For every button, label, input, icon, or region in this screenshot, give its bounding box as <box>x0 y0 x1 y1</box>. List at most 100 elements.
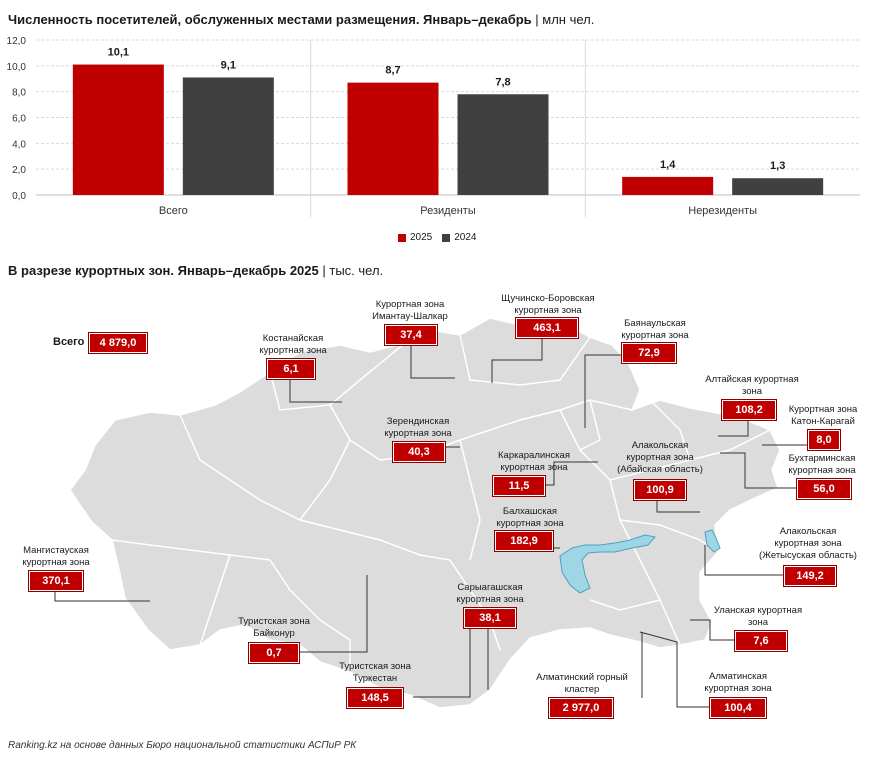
zone-kostanay-value: 6,1 <box>266 358 316 380</box>
zone-zerenda-name: Зерендинская курортная зона <box>384 416 452 439</box>
zone-alakol-abai-label: Алакольская курортная зона (Абайская обл… <box>602 440 718 476</box>
chart-title-unit: | млн чел. <box>535 12 595 27</box>
zone-altai-label: Алтайская курортная зона <box>692 374 812 398</box>
map-title-unit: | тыс. чел. <box>322 263 384 278</box>
bar-2024-2 <box>732 178 824 195</box>
y-tick-label: 2,0 <box>12 165 26 176</box>
zone-karkaraly-name: Каркаралинская курортная зона <box>498 450 570 473</box>
bar-2024-1 <box>457 94 549 195</box>
y-tick-label: 12,0 <box>7 36 27 47</box>
zone-imantau-label: Курортная зона Имантау-Шалкар <box>360 299 460 323</box>
chart-legend: 2025 2024 <box>398 232 477 243</box>
zone-bukhtarma-name: Бухтарминская курортная зона <box>788 453 856 476</box>
y-tick-label: 8,0 <box>12 88 26 99</box>
bar-2025-2 <box>622 176 714 195</box>
zone-zerenda-label: Зерендинская курортная зона <box>368 416 468 440</box>
zone-almaty-label: Алматинская курортная зона <box>690 671 786 695</box>
data-label: 9,1 <box>221 59 236 71</box>
x-tick-label: Всего <box>159 205 188 217</box>
zone-baikonur-name: Туристская зона Байконур <box>238 616 310 639</box>
zone-ulan-value: 7,6 <box>734 630 788 652</box>
zone-baikonur-label: Туристская зона Байконур <box>224 616 324 640</box>
zone-kostanay-name: Костанайская курортная зона <box>259 333 327 356</box>
bar-2025-1 <box>347 82 439 195</box>
data-label: 1,4 <box>660 159 676 171</box>
legend-item-2024: 2024 <box>442 232 477 243</box>
zone-katon-name: Курортная зона Катон-Карагай <box>788 404 858 427</box>
map-title: В разрезе курортных зон. Январь–декабрь … <box>8 263 383 278</box>
legend-label-2025: 2025 <box>410 232 433 243</box>
data-label: 10,1 <box>108 47 129 59</box>
zone-karkaraly-label: Каркаралинская курортная зона <box>476 450 592 474</box>
zone-zerenda-value: 40,3 <box>392 441 446 463</box>
zone-saryagash-value: 38,1 <box>463 607 517 629</box>
zone-bukhtarma-label: Бухтарминская курортная зона <box>775 453 869 477</box>
zone-ulan-label: Уланская курортная зона <box>700 605 816 629</box>
zone-almaty-mount-name: Алматинский горный кластер <box>536 672 628 695</box>
zone-mangystau-value: 370,1 <box>28 570 84 592</box>
zone-bayanaul-value: 72,9 <box>621 342 677 364</box>
bar-chart: 0,0 2,0 4,0 6,0 8,0 10,0 12,0 10,1 9,1 Всего 8,7 7,… <box>7 36 860 217</box>
legend-swatch-2025 <box>398 233 406 242</box>
zone-baikonur-value: 0,7 <box>248 642 300 664</box>
chart-title-main: Численность посетителей, обслуженных мес… <box>8 12 532 27</box>
zone-almaty-name: Алматинская курортная зона <box>704 671 772 694</box>
data-label: 1,3 <box>770 160 785 172</box>
zone-turkestan-name: Туристская зона Туркестан <box>339 661 411 684</box>
zone-balkhash-value: 182,9 <box>494 530 554 552</box>
zone-saryagash-name: Сарыагашская курортная зона <box>456 582 524 605</box>
zone-alakol-zhetysu-name: Алакольская курортная зона (Жетысуская о… <box>759 526 857 561</box>
total-value-badge: 4 879,0 <box>88 332 148 354</box>
zone-balkhash-label: Балхашская курортная зона <box>480 506 580 530</box>
zone-bayanaul-label: Баянаульская курортная зона <box>605 318 705 342</box>
data-label: 7,8 <box>495 76 510 88</box>
country-shape <box>69 317 781 709</box>
zone-alakol-zhetysu-label: Алакольская курортная зона (Жетысуская о… <box>752 526 864 562</box>
zone-almaty-value: 100,4 <box>709 697 767 719</box>
zone-burabay-label: Щучинско-Боровская курортная зона <box>488 293 608 317</box>
zone-altai-name: Алтайская курортная зона <box>705 374 799 397</box>
legend-label-2024: 2024 <box>454 232 477 243</box>
zone-mangystau-name: Мангистауская курортная зона <box>22 545 90 568</box>
zone-bukhtarma-value: 56,0 <box>796 478 852 500</box>
zone-alakol-abai-value: 100,9 <box>633 479 687 501</box>
zone-bayanaul-name: Баянаульская курортная зона <box>621 318 689 341</box>
region-borders <box>111 334 771 672</box>
legend-item-2025: 2025 <box>398 232 432 243</box>
zone-mangystau-label: Мангистауская курортная зона <box>10 545 102 569</box>
x-tick-label: Резиденты <box>420 205 476 217</box>
y-tick-label: 10,0 <box>7 62 27 73</box>
zone-imantau-name: Курортная зона Имантау-Шалкар <box>372 299 448 322</box>
source-note: Ranking.kz на основе данных Бюро национа… <box>8 740 357 751</box>
zone-turkestan-label: Туристская зона Туркестан <box>325 661 425 685</box>
y-tick-label: 0,0 <box>12 191 26 202</box>
zone-balkhash-name: Балхашская курортная зона <box>496 506 564 529</box>
lake-balkhash-icon <box>559 534 656 594</box>
zone-almaty-mount-label: Алматинский горный кластер <box>526 672 638 696</box>
total-label: Всего <box>53 336 85 348</box>
zone-turkestan-value: 148,5 <box>346 687 404 709</box>
chart-title: Численность посетителей, обслуженных мес… <box>8 12 594 27</box>
bar-2024-0 <box>182 77 274 195</box>
zone-imantau-value: 37,4 <box>384 324 438 346</box>
lake-alakol-icon <box>704 529 721 553</box>
y-tick-label: 4,0 <box>12 139 26 150</box>
zone-karkaraly-value: 11,5 <box>492 475 546 497</box>
zone-burabay-name: Щучинско-Боровская курортная зона <box>501 293 595 316</box>
bar-2025-0 <box>72 64 164 195</box>
x-tick-label: Нерезиденты <box>688 205 757 217</box>
map-title-main: В разрезе курортных зон. Январь–декабрь … <box>8 263 319 278</box>
zone-saryagash-label: Сарыагашская курортная зона <box>438 582 542 606</box>
zone-alakol-zhetysu-value: 149,2 <box>783 565 837 587</box>
zone-katon-label: Курортная зона Катон-Карагай <box>777 404 869 428</box>
zone-alakol-abai-name: Алакольская курортная зона (Абайская обл… <box>617 440 703 475</box>
zone-almaty-mount-value: 2 977,0 <box>548 697 614 719</box>
zone-kostanay-label: Костанайская курортная зона <box>243 333 343 357</box>
data-label: 8,7 <box>385 65 400 77</box>
legend-swatch-2024 <box>442 233 451 242</box>
zone-katon-value: 8,0 <box>807 429 841 451</box>
zone-ulan-name: Уланская курортная зона <box>713 605 803 628</box>
zone-burabay-value: 463,1 <box>515 317 579 339</box>
y-tick-label: 6,0 <box>12 114 26 125</box>
zone-altai-value: 108,2 <box>721 399 777 421</box>
